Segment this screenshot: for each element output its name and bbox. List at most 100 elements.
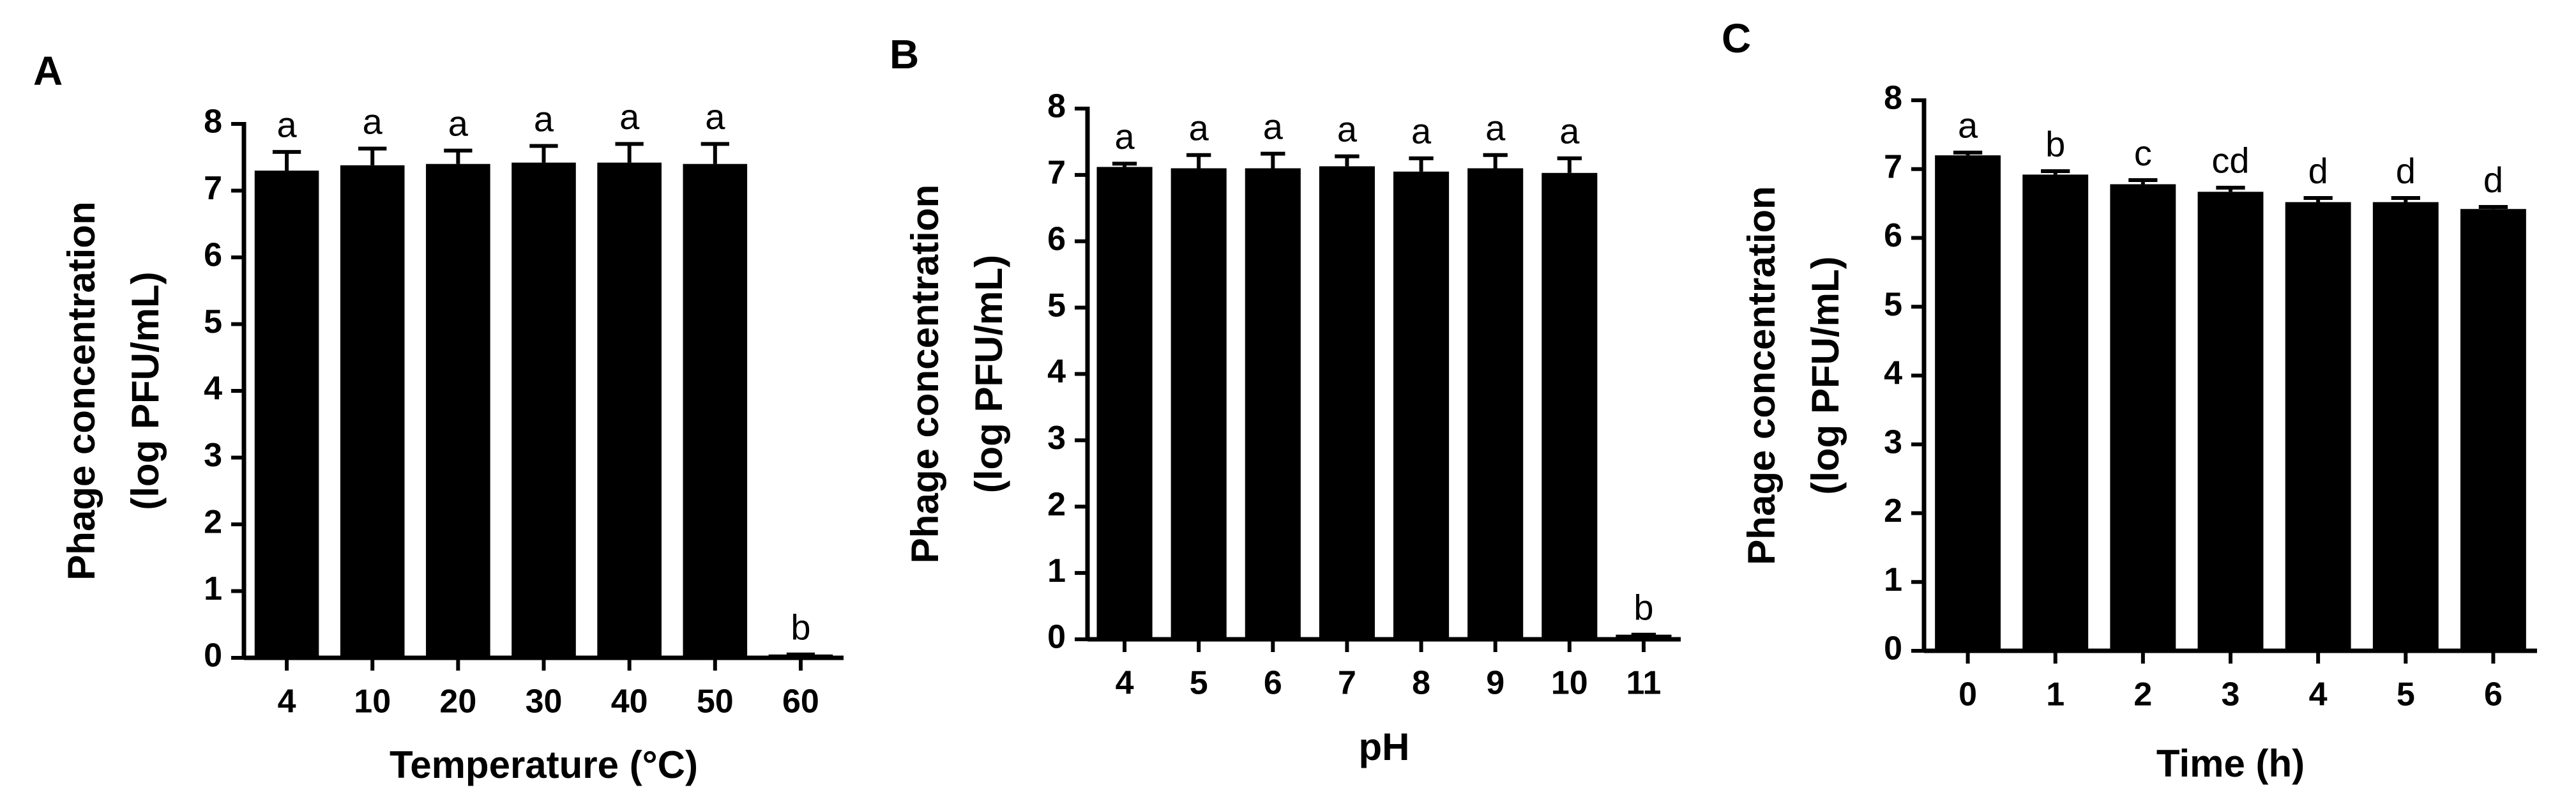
y-axis-label: (log PFU/mL) (1804, 256, 1847, 494)
bar (683, 163, 748, 658)
significance-letter: a (1337, 109, 1358, 149)
significance-letter: b (1633, 588, 1653, 628)
error-bar (1953, 150, 1983, 156)
significance-letter: c (2134, 133, 2152, 173)
y-axis-label: (log PFU/mL) (124, 271, 167, 510)
y-tick-label: 5 (204, 303, 222, 340)
significance-letter: d (2308, 151, 2328, 191)
bar (2285, 202, 2351, 651)
bar (1171, 168, 1227, 639)
bar (254, 171, 319, 658)
significance-letter: d (2483, 160, 2503, 200)
error-bar (701, 142, 729, 164)
y-tick-label: 4 (204, 370, 222, 407)
error-bar (2216, 185, 2245, 192)
x-tick-label: 11 (1626, 665, 1661, 702)
panel-label: B (890, 31, 919, 77)
error-bar (1409, 156, 1434, 172)
x-tick-label: 6 (2484, 676, 2503, 713)
error-bar (1112, 162, 1137, 167)
y-tick-label: 7 (1047, 155, 1066, 192)
error-bar (2128, 178, 2158, 185)
significance-letter: a (1114, 116, 1135, 156)
y-tick-label: 2 (204, 504, 222, 541)
x-tick-label: 30 (526, 683, 563, 720)
y-axis-label: Phage concentration (60, 201, 103, 580)
y-tick-label: 6 (204, 237, 222, 274)
error-bar (2478, 205, 2508, 209)
y-tick-label: 5 (1047, 287, 1066, 324)
x-tick-label: 60 (782, 683, 819, 720)
panel: C Phage concentration (log PFU/mL) 0 1 2 3 4 5 6 7… (1722, 15, 2537, 785)
error-bar (2303, 196, 2333, 202)
panel: B Phage concentration (log PFU/mL) 0 1 2 3 4 5 6 7… (890, 31, 1681, 768)
error-bar (444, 148, 473, 164)
y-axis-label: Phage concentration (1740, 186, 1783, 565)
error-bar (529, 144, 558, 163)
x-tick-label: 40 (611, 683, 648, 720)
bar (1935, 155, 2001, 651)
significance-letter: a (448, 103, 469, 144)
bar (1542, 172, 1598, 639)
significance-letter: a (619, 96, 640, 137)
y-tick-label: 1 (1047, 552, 1066, 589)
y-tick-label: 8 (204, 103, 222, 141)
x-tick-label: 8 (1412, 665, 1430, 702)
x-tick-label: 7 (1338, 665, 1356, 702)
y-tick-label: 0 (1884, 630, 1902, 667)
bar (2110, 184, 2176, 651)
bar (2022, 174, 2089, 651)
x-tick-label: 20 (439, 683, 476, 720)
x-tick-label: 10 (1551, 665, 1588, 702)
x-tick-label: 10 (354, 683, 391, 720)
y-tick-label: 0 (204, 637, 222, 674)
y-tick-label: 2 (1047, 486, 1066, 523)
y-tick-label: 3 (204, 437, 222, 474)
y-tick-label: 6 (1047, 220, 1066, 257)
x-tick-label: 4 (2309, 676, 2328, 713)
significance-letter: a (277, 105, 297, 145)
x-axis-label: Time (h) (2156, 742, 2305, 785)
significance-letter: a (1485, 108, 1506, 148)
error-bar (1261, 151, 1285, 169)
bar (1616, 634, 1672, 639)
x-tick-label: 50 (697, 683, 734, 720)
bar (1319, 166, 1375, 640)
x-tick-label: 9 (1486, 665, 1504, 702)
significance-letter: a (705, 96, 725, 137)
y-tick-label: 8 (1884, 80, 1902, 117)
bar (1393, 171, 1450, 639)
bar (340, 165, 405, 658)
y-tick-label: 0 (1047, 619, 1066, 656)
significance-letter: a (1189, 108, 1209, 148)
y-tick-label: 1 (204, 570, 222, 607)
y-tick-label: 2 (1884, 492, 1902, 529)
significance-letter: a (1411, 111, 1432, 151)
significance-letter: b (791, 607, 810, 648)
error-bar (2391, 196, 2420, 202)
x-tick-label: 3 (2222, 676, 2240, 713)
y-tick-label: 3 (1884, 423, 1902, 460)
x-tick-label: 5 (2397, 676, 2415, 713)
error-bar (1483, 153, 1508, 169)
x-axis-label: pH (1359, 726, 1410, 768)
x-tick-label: 5 (1190, 665, 1208, 702)
y-axis-label: Phage concentration (904, 185, 946, 563)
x-tick-label: 1 (2046, 676, 2065, 713)
error-bar (615, 142, 644, 163)
panel: A Phage concentration (log PFU/mL) 0 1 2 3 4 5 6 7… (33, 48, 844, 786)
bar (1245, 168, 1301, 639)
y-tick-label: 4 (1047, 353, 1066, 390)
error-bar (2041, 169, 2070, 175)
significance-letter: b (2045, 124, 2065, 164)
error-bar (1557, 156, 1582, 173)
x-tick-label: 4 (278, 683, 296, 720)
y-tick-label: 5 (1884, 286, 1902, 323)
error-bar (1335, 154, 1360, 167)
y-tick-label: 6 (1884, 217, 1902, 254)
panel-label: C (1722, 15, 1751, 61)
y-tick-label: 7 (1884, 148, 1902, 185)
y-tick-label: 7 (204, 170, 222, 207)
significance-letter: a (1958, 105, 1978, 146)
